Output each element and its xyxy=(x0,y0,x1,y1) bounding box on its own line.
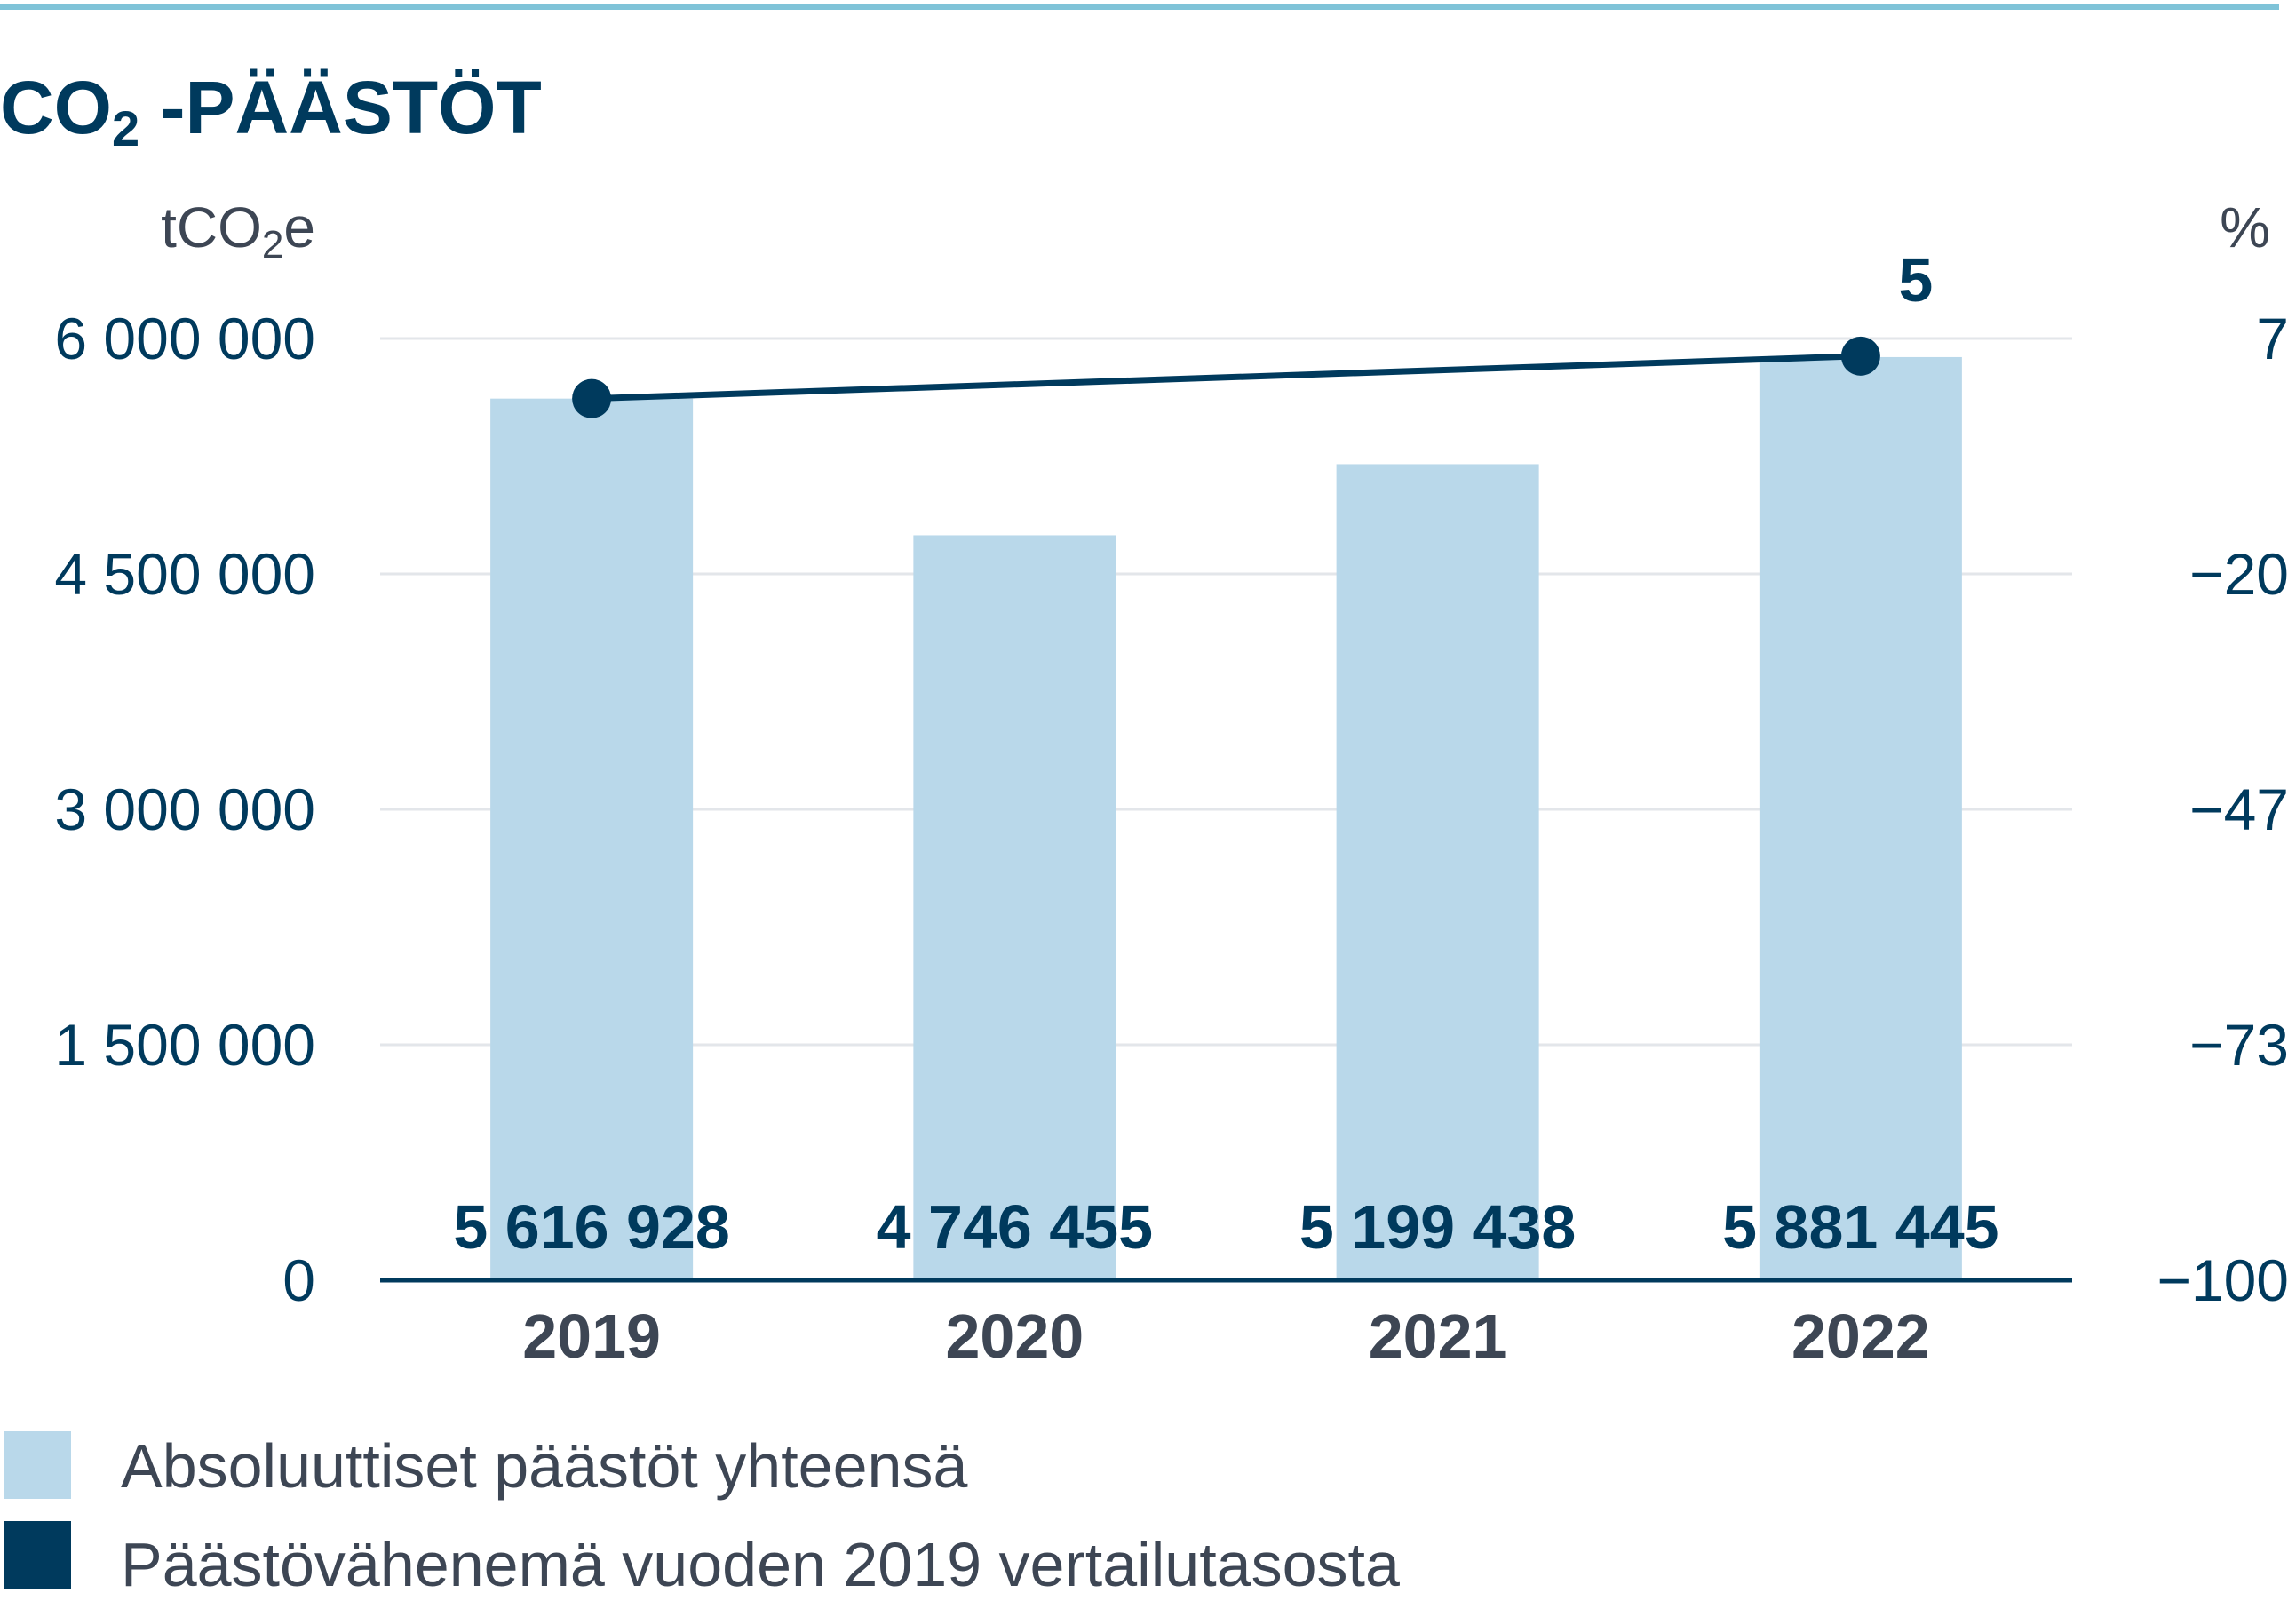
chart-title-main: CO xyxy=(0,66,112,149)
left-axis-unit-sub: 2 xyxy=(262,223,283,267)
category-label: 2019 xyxy=(522,1302,661,1371)
label-layer: 5 616 928 4 746 455 5 199 438 5 881 445 5 xyxy=(453,245,1998,1262)
chart-title: CO2 -PÄÄSTÖT xyxy=(0,66,542,156)
chart-title-rest: -PÄÄSTÖT xyxy=(139,66,542,149)
reduction-point-label: 5 xyxy=(1898,245,1933,315)
axis-layer: 0 1 500 000 3 000 000 4 500 000 6 000 000 −10… xyxy=(54,306,2289,1371)
legend-label-line: Päästövähenemä vuoden 2019 vertailutasos… xyxy=(121,1530,1400,1599)
bar-2021 xyxy=(1336,464,1539,1280)
category-label: 2022 xyxy=(1792,1302,1930,1371)
right-axis-unit: % xyxy=(2220,195,2270,259)
bar-value-label: 5 881 445 xyxy=(1722,1192,1998,1262)
left-tick-label: 1 500 000 xyxy=(54,1012,315,1078)
category-label: 2020 xyxy=(946,1302,1084,1371)
bar-value-label: 4 746 455 xyxy=(877,1192,1153,1262)
right-tick-label: −47 xyxy=(2189,777,2289,842)
bar-2020 xyxy=(913,535,1116,1280)
line-layer xyxy=(572,336,1880,418)
left-tick-label: 4 500 000 xyxy=(54,541,315,607)
left-tick-label: 6 000 000 xyxy=(54,306,315,371)
left-tick-label: 3 000 000 xyxy=(54,777,315,842)
legend-label-bars: Absoluuttiset päästöt yhteensä xyxy=(121,1431,967,1501)
left-tick-label: 0 xyxy=(282,1247,315,1313)
legend-swatch-line xyxy=(4,1521,71,1589)
right-tick-label: −20 xyxy=(2189,541,2289,607)
reduction-point xyxy=(1840,336,1880,376)
right-tick-label: 7 xyxy=(2256,306,2289,371)
reduction-point xyxy=(572,378,612,418)
bar-value-label: 5 616 928 xyxy=(453,1192,729,1262)
reduction-line xyxy=(592,353,1861,402)
category-label: 2021 xyxy=(1369,1302,1507,1371)
left-axis-unit-end: e xyxy=(283,195,315,259)
right-tick-label: −100 xyxy=(2157,1247,2289,1313)
bar-2019 xyxy=(490,398,694,1281)
bar-2022 xyxy=(1759,356,1962,1280)
right-tick-label: −73 xyxy=(2189,1012,2289,1078)
bar-layer xyxy=(490,356,1962,1281)
legend-swatch-bars xyxy=(4,1431,71,1499)
left-axis-unit-main: tCO xyxy=(161,195,262,259)
legend: Absoluuttiset päästöt yhteensä Päästöväh… xyxy=(4,1431,1400,1599)
left-axis-unit: tCO2e xyxy=(161,195,315,267)
bar-value-label: 5 199 438 xyxy=(1299,1192,1576,1262)
chart-title-sub: 2 xyxy=(112,100,139,156)
